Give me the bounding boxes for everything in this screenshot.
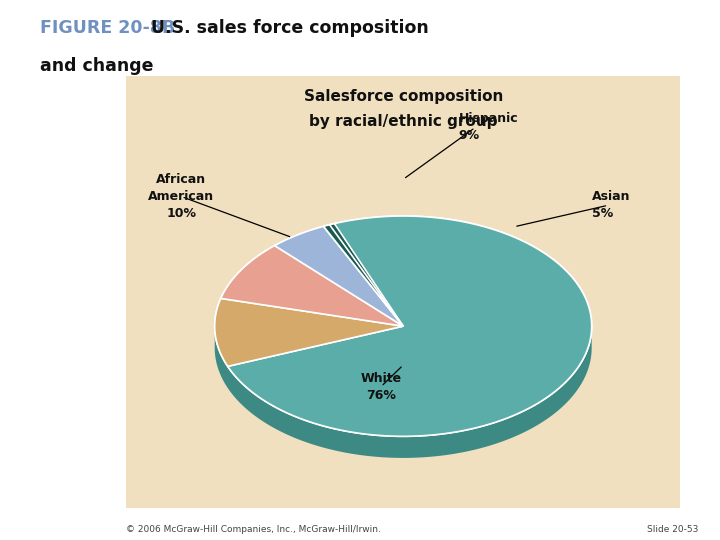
Text: Salesforce composition: Salesforce composition — [304, 89, 503, 104]
Text: Hispanic
9%: Hispanic 9% — [459, 112, 518, 143]
Text: by racial/ethnic group: by racial/ethnic group — [309, 114, 498, 130]
Polygon shape — [221, 246, 403, 326]
Text: and change: and change — [40, 57, 153, 75]
Polygon shape — [215, 299, 403, 366]
Text: U.S. sales force composition: U.S. sales force composition — [151, 19, 429, 37]
Text: Asian
5%: Asian 5% — [592, 190, 630, 220]
Text: Slide 20-53: Slide 20-53 — [647, 524, 698, 534]
Polygon shape — [215, 299, 403, 366]
Polygon shape — [221, 246, 403, 326]
Polygon shape — [215, 326, 592, 458]
Polygon shape — [274, 226, 403, 326]
Text: White
76%: White 76% — [361, 372, 402, 402]
Polygon shape — [228, 216, 592, 436]
Polygon shape — [274, 226, 403, 326]
Text: FIGURE 20-8B: FIGURE 20-8B — [40, 19, 175, 37]
Polygon shape — [228, 216, 592, 436]
Polygon shape — [323, 225, 403, 326]
Polygon shape — [323, 224, 403, 326]
Polygon shape — [323, 224, 403, 326]
Text: African
American
10%: African American 10% — [148, 173, 215, 220]
Text: © 2006 McGraw-Hill Companies, Inc., McGraw-Hill/Irwin.: © 2006 McGraw-Hill Companies, Inc., McGr… — [126, 524, 381, 534]
